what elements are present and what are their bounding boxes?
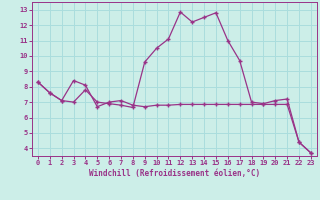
X-axis label: Windchill (Refroidissement éolien,°C): Windchill (Refroidissement éolien,°C) <box>89 169 260 178</box>
